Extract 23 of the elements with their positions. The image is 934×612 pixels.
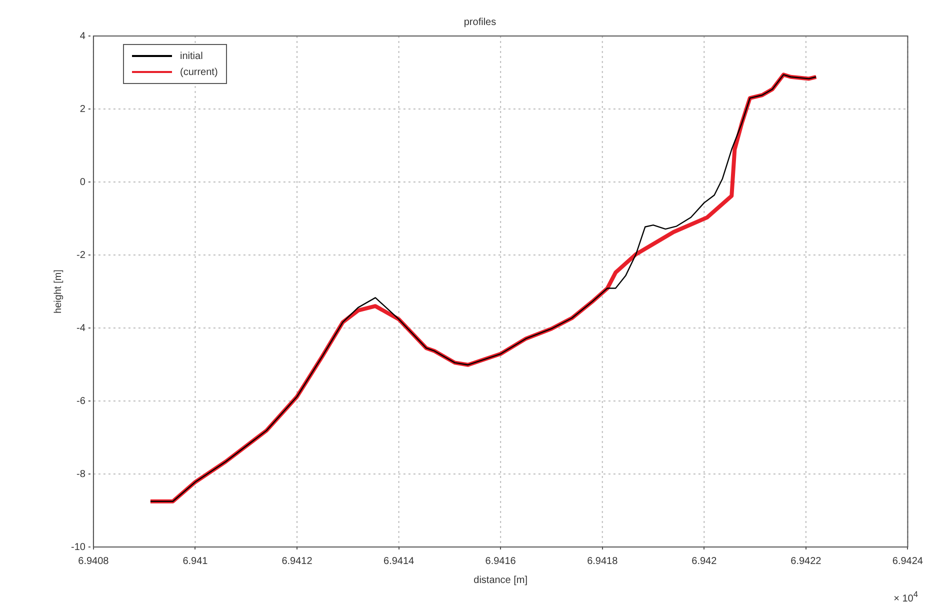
text: × 10$^{4}$ — [894, 588, 918, 604]
y-tick-label: -10 — [71, 542, 86, 553]
x-axis-title: distance [m] — [474, 574, 528, 586]
y-tick-label: -2 — [76, 250, 86, 261]
x-tick-label: 6.9414 — [384, 556, 415, 567]
legend-label: initial — [180, 50, 203, 62]
x-tick-label: 6.9418 — [587, 556, 618, 567]
x-tick-label: 6.942 — [692, 556, 718, 567]
x-tick-label: 6.9422 — [790, 556, 822, 567]
y-tick-label: -6 — [76, 396, 86, 407]
x-tick-label: 6.9408 — [78, 556, 110, 567]
y-tick-label: 0 — [80, 176, 86, 188]
y-tick-label: 2 — [80, 104, 86, 115]
y-tick-label: -4 — [76, 322, 86, 334]
x-tick-label: 6.9412 — [282, 556, 313, 567]
y-axis-title: height [m] — [52, 269, 64, 314]
x-tick-label: 6.9416 — [485, 556, 516, 567]
x-tick-label: 6.9424 — [892, 556, 924, 567]
y-tick-label: 4 — [80, 30, 86, 42]
x-tick-label: 6.941 — [182, 556, 208, 567]
chart-title: profiles — [464, 16, 496, 28]
y-tick-label: -8 — [76, 468, 86, 480]
legend-label: (current) — [180, 66, 218, 78]
